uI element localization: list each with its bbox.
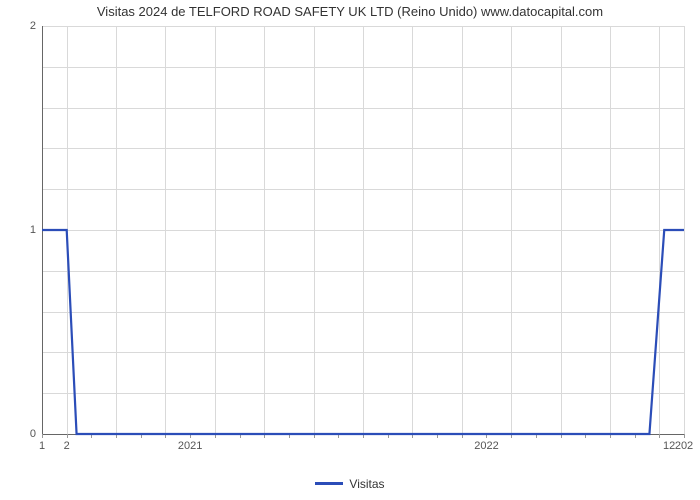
- series-line: [0, 0, 700, 500]
- chart-container: Visitas 2024 de TELFORD ROAD SAFETY UK L…: [0, 0, 700, 500]
